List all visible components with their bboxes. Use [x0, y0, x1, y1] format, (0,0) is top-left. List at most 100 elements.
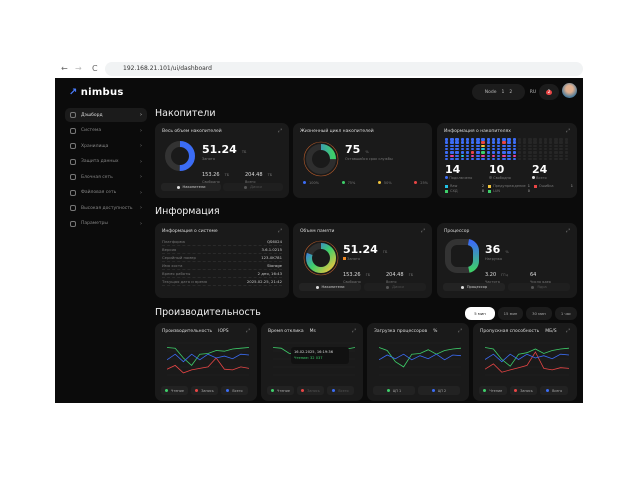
drive-slot[interactable] — [481, 144, 485, 148]
drive-slot[interactable] — [528, 141, 532, 144]
drive-slot[interactable] — [533, 144, 537, 148]
drive-slot[interactable] — [497, 138, 501, 141]
drive-slot[interactable] — [491, 144, 496, 148]
drive-slot[interactable] — [445, 141, 449, 144]
drive-slot[interactable] — [512, 147, 516, 151]
drive-slot[interactable] — [481, 157, 485, 161]
drive-slot[interactable] — [543, 141, 548, 144]
drive-slot[interactable] — [491, 138, 496, 141]
drive-slot[interactable] — [554, 138, 558, 141]
drive-slot[interactable] — [460, 144, 464, 148]
drive-slot[interactable] — [486, 154, 490, 158]
expand-icon[interactable]: ⤢ — [565, 228, 570, 234]
drive-slot[interactable] — [559, 147, 563, 151]
drive-slot[interactable] — [528, 151, 532, 154]
drive-slot[interactable] — [533, 151, 537, 154]
drive-slot[interactable] — [554, 151, 558, 154]
drive-slot[interactable] — [465, 141, 470, 144]
drive-slot[interactable] — [476, 144, 480, 148]
node-2-button[interactable]: 2 — [509, 89, 513, 95]
drive-slot[interactable] — [465, 144, 470, 148]
drive-slot[interactable] — [471, 138, 475, 141]
drive-slot[interactable] — [465, 147, 470, 151]
drive-slot[interactable] — [517, 151, 522, 154]
drive-slot[interactable] — [460, 157, 464, 161]
sidebar-item[interactable]: Высокая доступность › — [65, 201, 147, 215]
drive-slot[interactable] — [491, 157, 496, 161]
cpu-button[interactable]: Процессор — [443, 283, 505, 291]
drive-slot[interactable] — [491, 151, 496, 154]
drive-slot[interactable] — [538, 141, 542, 144]
drive-slot[interactable] — [559, 141, 563, 144]
drive-slot[interactable] — [533, 154, 537, 158]
drive-slot[interactable] — [554, 157, 558, 161]
drive-slot[interactable] — [502, 154, 506, 158]
drive-slot[interactable] — [476, 157, 480, 161]
drive-slot[interactable] — [455, 138, 459, 141]
drive-slot[interactable] — [528, 154, 532, 158]
drive-slot[interactable] — [476, 151, 480, 154]
drive-slot[interactable] — [543, 157, 548, 161]
drive-slot[interactable] — [476, 138, 480, 141]
drive-slot[interactable] — [460, 151, 464, 154]
drive-slot[interactable] — [543, 154, 548, 158]
drive-slot[interactable] — [549, 157, 553, 161]
drive-slot[interactable] — [528, 157, 532, 161]
drive-slot[interactable] — [507, 154, 511, 158]
drive-slot[interactable] — [533, 138, 537, 141]
drive-slot[interactable] — [455, 147, 459, 151]
drive-slot[interactable] — [465, 151, 470, 154]
drive-slot[interactable] — [465, 138, 470, 141]
drive-slot[interactable] — [538, 151, 542, 154]
drive-slot[interactable] — [554, 147, 558, 151]
expand-icon[interactable]: ⤢ — [457, 328, 462, 334]
drive-slot[interactable] — [533, 157, 537, 161]
language-button[interactable]: RU — [529, 89, 537, 95]
sidebar-item[interactable]: Файловая сеть › — [65, 186, 147, 200]
drive-slot[interactable] — [445, 151, 449, 154]
drive-slot[interactable] — [507, 147, 511, 151]
drive-slot[interactable] — [564, 157, 568, 161]
drive-slot[interactable] — [450, 151, 454, 154]
drive-slot[interactable] — [523, 141, 527, 144]
drive-slot[interactable] — [533, 147, 537, 151]
drive-slot[interactable] — [523, 157, 527, 161]
legend-toggle[interactable]: Запись — [509, 386, 538, 395]
drive-slot[interactable] — [481, 138, 485, 141]
expand-icon[interactable]: ⤢ — [565, 328, 570, 334]
drive-slot[interactable] — [502, 141, 506, 144]
drive-slot[interactable] — [512, 151, 516, 154]
drive-slot[interactable] — [528, 144, 532, 148]
drive-slot[interactable] — [486, 157, 490, 161]
legend-toggle[interactable]: Запись — [297, 386, 324, 395]
drive-slot[interactable] — [491, 147, 496, 151]
drive-slot[interactable] — [445, 157, 449, 161]
time-range-button[interactable]: 30 мин — [526, 307, 552, 320]
drive-slot[interactable] — [512, 154, 516, 158]
time-range-button[interactable]: 1 час — [555, 307, 577, 320]
drive-slot[interactable] — [564, 154, 568, 158]
forward-button[interactable]: → — [75, 64, 82, 73]
drive-slot[interactable] — [497, 157, 501, 161]
drive-slot[interactable] — [502, 157, 506, 161]
expand-icon[interactable]: ⤢ — [420, 228, 425, 234]
drive-slot[interactable] — [471, 141, 475, 144]
drive-slot[interactable] — [507, 151, 511, 154]
drive-slot[interactable] — [523, 154, 527, 158]
drive-slot[interactable] — [528, 147, 532, 151]
legend-toggle[interactable]: Чтение — [479, 386, 507, 395]
drive-slot[interactable] — [543, 138, 548, 141]
drive-slot[interactable] — [445, 138, 449, 141]
node-1-button[interactable]: 1 — [501, 89, 505, 95]
drive-slot[interactable] — [476, 141, 480, 144]
time-range-button[interactable]: 5 мин — [465, 307, 495, 320]
drive-slot[interactable] — [538, 157, 542, 161]
drive-slot[interactable] — [549, 154, 553, 158]
drive-slot[interactable] — [471, 147, 475, 151]
drive-slot[interactable] — [481, 151, 485, 154]
drive-slot[interactable] — [564, 144, 568, 148]
drive-slot[interactable] — [476, 154, 480, 158]
avatar[interactable] — [562, 83, 577, 98]
drive-slot[interactable] — [523, 147, 527, 151]
expand-icon[interactable]: ⤢ — [277, 228, 282, 234]
